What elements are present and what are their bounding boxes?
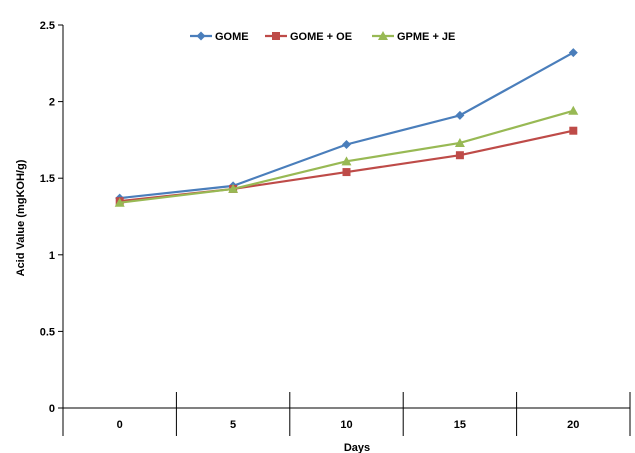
x-tick-label: 15 (454, 419, 466, 431)
series-layer (114, 48, 579, 207)
data-point (568, 48, 578, 58)
legend-item: GPME + JE (372, 31, 455, 43)
legend-swatch-marker (378, 31, 388, 40)
y-tick-label: 1.5 (40, 173, 55, 185)
data-point (342, 168, 351, 177)
y-tick-label: 2.5 (40, 20, 55, 32)
x-tick-label: 0 (117, 419, 123, 431)
legend: GOME GOME + OE GPME + JE (190, 31, 455, 43)
legend-label: GOME (215, 31, 249, 43)
series-line (119, 51, 574, 200)
data-point (455, 110, 465, 120)
data-point (568, 105, 579, 115)
x-tick-label: 5 (230, 419, 236, 431)
legend-label: GOME + OE (290, 31, 352, 43)
legend-swatch-marker (272, 32, 280, 40)
x-axis-title: Days (344, 442, 370, 453)
y-tick-label: 0.5 (40, 326, 55, 338)
y-tick-label: 1 (49, 250, 55, 262)
legend-item: GOME + OE (265, 31, 352, 43)
data-point (455, 151, 464, 160)
series-2 (115, 126, 578, 206)
axes: 0 0.5 1 1.5 2 2.5 0 5 10 15 20 (40, 20, 631, 436)
y-axis-title: Acid Value (mgKOH/g) (15, 159, 27, 276)
data-point (342, 139, 351, 149)
y-tick-label: 2 (49, 97, 55, 109)
legend-swatch-marker (196, 31, 206, 41)
data-point (114, 197, 125, 207)
data-point (228, 183, 239, 193)
data-point (341, 156, 352, 166)
y-tick-label: 0 (49, 403, 55, 415)
series-1 (115, 48, 578, 203)
x-tick-label: 20 (567, 419, 579, 431)
data-point (569, 126, 578, 135)
data-point (454, 137, 465, 147)
series-3 (114, 105, 579, 207)
legend-label: GPME + JE (397, 31, 455, 43)
x-tick-label: 10 (340, 419, 352, 431)
legend-item: GOME (190, 31, 249, 43)
